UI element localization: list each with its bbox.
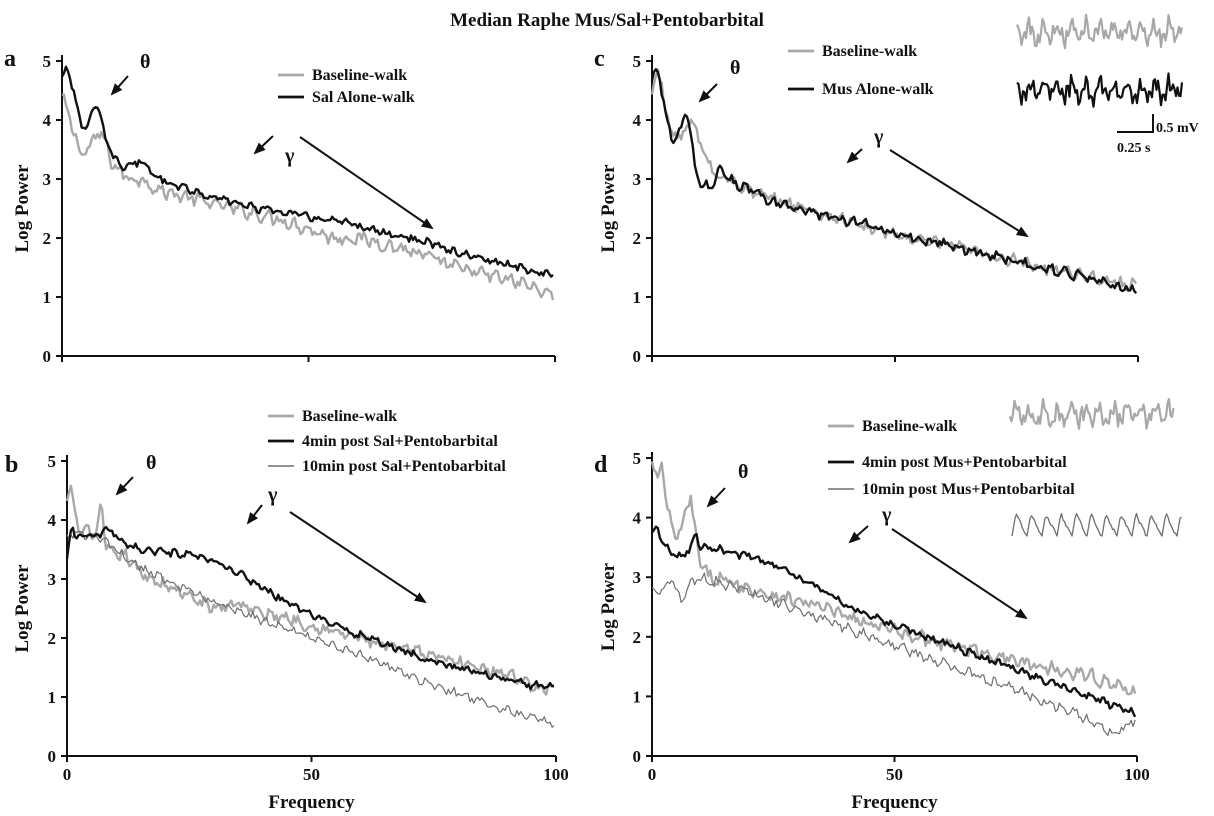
x-tick-label: 0: [63, 765, 72, 784]
gamma-label: γ: [284, 145, 295, 167]
eeg-trace-d-baseline: [1008, 397, 1175, 430]
panel-c: c 0 1 2 3 4 5 Log Power Baseline-walk Mus Alone-w…: [594, 13, 1199, 366]
y-tick-label: 4: [43, 111, 52, 130]
series-line-2: [650, 68, 1138, 295]
legend-label: Baseline-walk: [312, 67, 407, 84]
scale-time-label: 0.25 s: [1117, 141, 1151, 156]
gamma-arrow-left: [246, 504, 263, 525]
y-tick-label: 2: [48, 629, 57, 648]
y-tick-label: 5: [43, 52, 52, 71]
panel-a: a 0 1 2 3 4 5 Log Power Baseline-walk Sal Alone-w…: [4, 46, 556, 366]
y-axis-title: Log Power: [12, 564, 33, 653]
gamma-label: γ: [881, 504, 892, 526]
y-tick-label: 3: [48, 570, 57, 589]
series-line-2: [651, 525, 1137, 718]
gamma-arrow-right: [289, 511, 427, 604]
y-tick-label: 1: [633, 288, 642, 307]
y-tick-label: 5: [633, 449, 642, 468]
y-tick-label: 0: [48, 747, 57, 766]
y-tick-label: 1: [48, 688, 57, 707]
theta-label: θ: [140, 51, 150, 73]
gamma-arrow-left: [848, 525, 869, 544]
gamma-arrow-left: [253, 135, 274, 155]
y-tick-label: 3: [43, 170, 52, 189]
x-axis-title: Frequency: [268, 792, 355, 813]
y-tick-label: 0: [43, 347, 52, 366]
y-axis-title: Log Power: [598, 164, 619, 253]
x-tick-label: 0: [648, 765, 657, 784]
theta-arrow: [698, 83, 718, 103]
scale-voltage-label: 0.5 mV: [1156, 121, 1199, 136]
scale-bar: [1117, 114, 1154, 133]
legend-label: Baseline-walk: [862, 418, 957, 435]
theta-label: θ: [146, 452, 156, 474]
figure-title: Median Raphe Mus/Sal+Pentobarbital: [450, 10, 764, 31]
series-line-1: [650, 68, 1138, 291]
y-tick-label: 4: [633, 111, 642, 130]
legend-label: Baseline-walk: [302, 408, 397, 425]
legend-label: 4min post Mus+Pentobarbital: [862, 454, 1067, 471]
gamma-arrow-right: [889, 149, 1029, 238]
eeg-trace-d-10min: [1011, 512, 1182, 537]
theta-arrow: [706, 487, 726, 508]
theta-arrow: [115, 476, 134, 496]
legend-label: 10min post Sal+Pentobarbital: [302, 458, 506, 475]
y-tick-label: 5: [48, 452, 57, 471]
series-line-3: [651, 572, 1136, 737]
y-tick-label: 1: [633, 687, 642, 706]
x-tick-label: 100: [1124, 765, 1150, 784]
series-line-2: [60, 65, 554, 278]
theta-arrow: [110, 75, 129, 96]
eeg-trace-c-mus-alone: [1016, 72, 1184, 108]
y-tick-label: 2: [633, 229, 642, 248]
y-tick-label: 3: [633, 170, 642, 189]
gamma-label: γ: [873, 126, 884, 148]
gamma-arrow-right: [299, 136, 434, 230]
panel-letter: b: [5, 452, 18, 478]
series-line-3: [66, 530, 555, 728]
panel-letter: a: [4, 46, 16, 72]
gamma-arrow-right: [891, 528, 1028, 620]
series-line-1: [65, 484, 555, 696]
gamma-label: γ: [267, 484, 278, 506]
y-tick-label: 0: [633, 347, 642, 366]
y-tick-label: 3: [633, 568, 642, 587]
legend-label: Mus Alone-walk: [822, 81, 934, 98]
gamma-arrow-left: [846, 148, 863, 164]
x-axis-title: Frequency: [851, 792, 938, 813]
x-tick-label: 100: [543, 765, 569, 784]
y-axis-title: Log Power: [598, 562, 619, 651]
y-tick-label: 4: [48, 511, 57, 530]
x-tick-label: 50: [303, 765, 320, 784]
theta-label: θ: [738, 461, 748, 483]
y-tick-label: 4: [633, 509, 642, 528]
legend-label: Baseline-walk: [822, 43, 917, 60]
series-line-2: [65, 525, 555, 691]
panel-letter: d: [594, 452, 608, 478]
x-tick-label: 50: [886, 765, 903, 784]
y-tick-label: 2: [633, 628, 642, 647]
y-axis-title: Log Power: [12, 164, 33, 253]
series-line-1: [61, 93, 555, 301]
panel-letter: c: [594, 46, 605, 72]
eeg-trace-c-baseline: [1015, 13, 1184, 50]
theta-label: θ: [730, 57, 740, 79]
y-tick-label: 5: [633, 52, 642, 71]
y-tick-label: 2: [43, 229, 52, 248]
y-tick-label: 0: [633, 747, 642, 766]
y-tick-label: 1: [43, 288, 52, 307]
legend-label: 10min post Mus+Pentobarbital: [862, 481, 1075, 498]
legend-label: Sal Alone-walk: [312, 89, 415, 106]
legend-label: 4min post Sal+Pentobarbital: [302, 433, 498, 450]
